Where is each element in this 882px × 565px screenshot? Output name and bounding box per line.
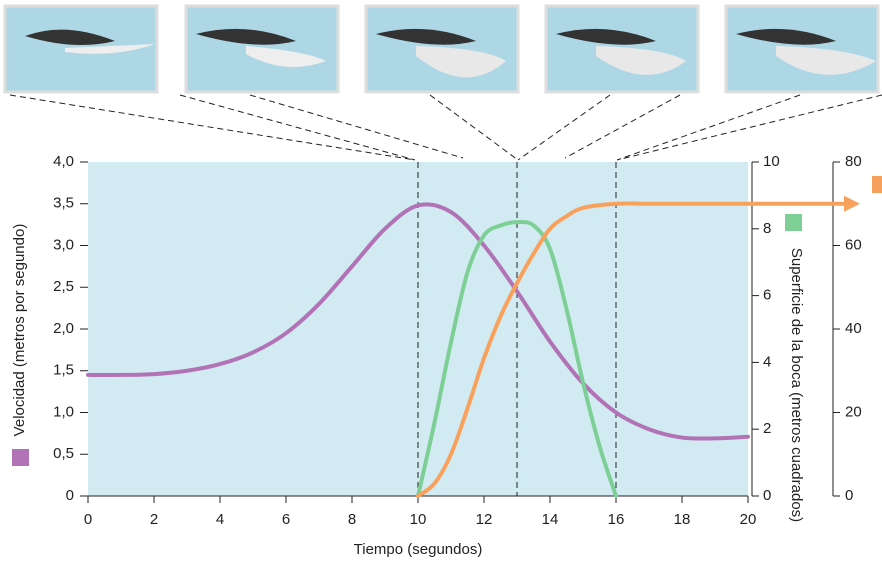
x-tick-label: 6 [282,511,290,528]
x-tick-label: 16 [608,511,625,528]
tick-label: 0,5 [53,445,74,462]
x-tick-label: 18 [674,511,691,528]
legend-swatch [12,449,29,466]
series-arrowhead [844,196,860,212]
tick-label: 1,0 [53,403,74,420]
tick-label: 4,0 [53,153,74,170]
x-tick-label: 8 [348,511,356,528]
tick-label: 1,5 [53,362,74,379]
tick-label: 10 [763,153,780,170]
tick-label: 3,5 [53,195,74,212]
y2-axis-title: Superficie de la boca (metros cuadrados) [788,248,805,522]
tick-label: 0 [66,487,74,504]
tick-label: 0 [845,487,853,504]
x-tick-label: 0 [84,511,92,528]
tick-label: 3,0 [53,236,74,253]
tick-label: 6 [763,287,771,304]
tick-label: 2 [763,420,771,437]
tick-label: 60 [845,236,862,253]
x-axis-title: Tiempo (segundos) [354,541,483,558]
y-axis-title: Velocidad (metros por segundo) [11,224,28,437]
thumbnails [5,6,878,92]
x-tick-label: 12 [476,511,493,528]
tick-label: 40 [845,320,862,337]
tick-label: 2,5 [53,278,74,295]
tick-label: 4 [763,353,771,370]
tick-label: 20 [845,403,862,420]
tick-label: 8 [763,220,771,237]
x-tick-label: 10 [410,511,427,528]
x-tick-label: 14 [542,511,559,528]
tick-label: 80 [845,153,862,170]
tick-label: 0 [763,487,771,504]
x-tick-label: 4 [216,511,224,528]
connector-lines [10,95,882,160]
tick-label: 2,0 [53,320,74,337]
chart: Tiempo (segundos) Velocidad (metros por … [0,0,882,560]
legend-swatch [785,214,802,231]
x-tick-label: 2 [150,511,158,528]
legend-swatch [872,176,882,193]
x-tick-label: 20 [740,511,757,528]
